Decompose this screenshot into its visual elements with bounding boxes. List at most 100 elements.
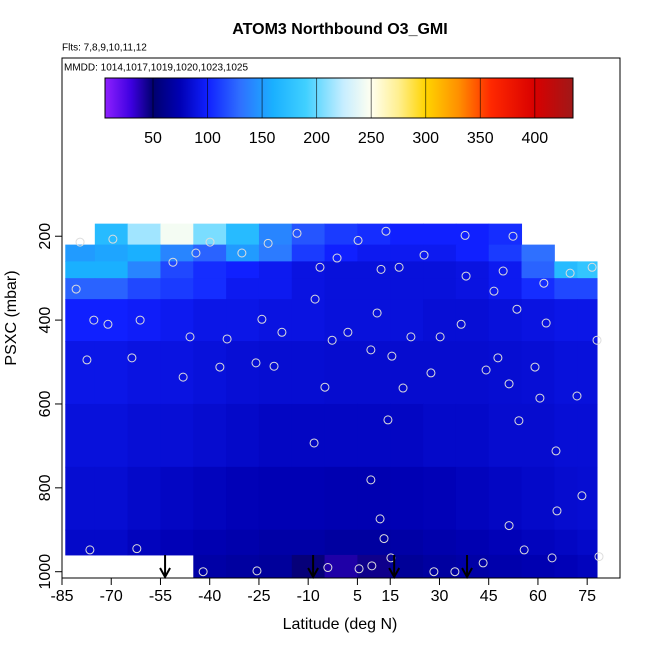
curtain-cell — [65, 244, 96, 262]
curtain-cell — [127, 278, 161, 300]
curtain-cell — [577, 403, 598, 468]
sample-point — [205, 237, 215, 247]
sample-point — [394, 262, 404, 272]
curtain-cell — [65, 403, 96, 468]
curtain-cell — [193, 244, 227, 262]
sample-point — [552, 506, 562, 516]
sample-point — [354, 564, 364, 574]
colorbar-tick-label: 400 — [521, 130, 548, 147]
curtain-cell — [423, 244, 457, 262]
curtain-cell — [455, 244, 490, 262]
curtain-cell — [521, 341, 555, 405]
x-tick-label: 15 — [381, 588, 399, 605]
sample-point — [565, 268, 575, 278]
sample-point — [309, 438, 319, 448]
sample-point — [514, 416, 524, 426]
sample-point — [237, 248, 247, 258]
curtain-cell — [423, 223, 457, 246]
curtain-cell — [291, 466, 326, 531]
curtain-cell — [488, 261, 523, 279]
sample-point — [269, 361, 279, 371]
sample-point — [587, 262, 597, 272]
curtain-cell — [521, 554, 555, 579]
curtain-cell — [324, 261, 358, 279]
x-tick-label: 45 — [480, 588, 498, 605]
curtain-cell — [488, 299, 523, 342]
sample-point — [461, 271, 471, 281]
curtain-cell — [226, 403, 260, 468]
curtain-cell — [324, 299, 358, 342]
curtain-cell — [226, 299, 260, 342]
sample-point — [383, 415, 393, 425]
curtain-cell — [94, 466, 129, 531]
sample-point — [460, 230, 470, 240]
sample-point — [592, 335, 602, 345]
curtain-cell — [577, 554, 598, 579]
sample-point — [535, 393, 545, 403]
sample-point — [376, 264, 386, 274]
curtain-cell — [455, 261, 490, 279]
curtain-cell — [160, 223, 194, 246]
sample-point — [252, 566, 262, 576]
sample-point — [135, 315, 145, 325]
curtain-cell — [193, 529, 227, 556]
curtain-cell — [258, 278, 293, 300]
curtain-cell — [521, 466, 555, 531]
curtain-cell — [291, 244, 326, 262]
curtain-cell — [423, 299, 457, 342]
curtain-cell — [226, 466, 260, 531]
sample-point — [75, 237, 85, 247]
curtain-cell — [94, 223, 129, 246]
curtain-cell — [390, 299, 424, 342]
sample-point — [547, 553, 557, 563]
colorbar-tick-label: 50 — [144, 130, 162, 147]
sample-point — [426, 368, 436, 378]
curtain-cell — [94, 403, 129, 468]
sample-point — [257, 314, 267, 324]
curtain-cell — [488, 278, 523, 300]
curtain-cell — [357, 299, 391, 342]
sample-point — [481, 365, 491, 375]
curtain-cell — [390, 554, 424, 579]
flight-marker — [159, 555, 171, 580]
curtain-cell — [357, 403, 391, 468]
sample-point — [315, 262, 325, 272]
curtain-cell — [291, 529, 326, 556]
curtain-cell — [94, 261, 129, 279]
curtain-cell — [193, 466, 227, 531]
sample-point — [353, 235, 363, 245]
flight-marker — [461, 555, 473, 580]
curtain-cell — [127, 466, 161, 531]
curtain-cell — [160, 299, 194, 342]
curtain-cell — [521, 299, 555, 342]
curtain-cell — [423, 278, 457, 300]
sample-point — [132, 544, 142, 554]
flight-marker-head — [388, 567, 401, 580]
sample-point — [215, 362, 225, 372]
curtain-cell — [291, 403, 326, 468]
curtain-cell — [488, 529, 523, 556]
curtain-cell — [127, 223, 161, 246]
curtain-cell — [554, 554, 578, 579]
sample-point — [366, 475, 376, 485]
flight-marker-head — [159, 567, 171, 580]
curtain-cell — [357, 466, 391, 531]
curtain-cell — [577, 529, 598, 556]
curtain-cell — [258, 261, 293, 279]
sample-point — [512, 304, 522, 314]
y-tick-label: 1000 — [37, 554, 54, 590]
curtain-cell — [390, 403, 424, 468]
curtain-cell — [455, 403, 490, 468]
x-tick-label: -85 — [50, 588, 73, 605]
curtain-cell — [455, 341, 490, 405]
curtain-cell — [127, 403, 161, 468]
y-axis-label: PSXC (mbar) — [3, 270, 20, 365]
curtain-cell — [554, 341, 578, 405]
curtain-cell — [258, 529, 293, 556]
sample-point — [519, 545, 529, 555]
curtain-cell — [521, 529, 555, 556]
sample-point — [251, 358, 261, 368]
curtain-cell — [390, 261, 424, 279]
curtain-cell — [291, 299, 326, 342]
curtain-cell — [521, 278, 555, 300]
